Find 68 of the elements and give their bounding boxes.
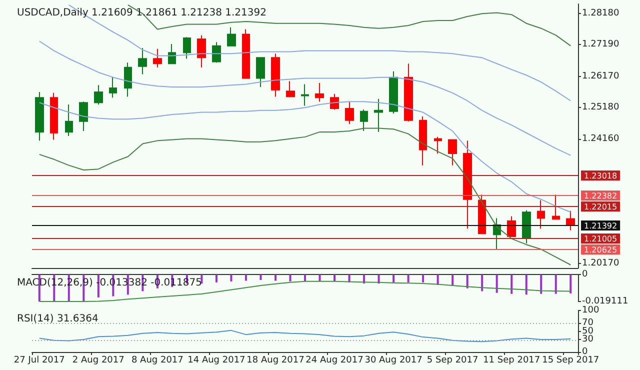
y-tick-label: 30 [582,334,594,345]
ref-line-label: 1.22382 [584,192,618,200]
candlestick [330,93,339,110]
x-tick-label: 24 Aug 2017 [306,356,364,366]
chart-title: RSI(14) 31.6364 [17,314,98,324]
x-tick-label: 18 Aug 2017 [246,356,304,366]
ref-line-label: 1.23018 [584,172,618,180]
candlestick [522,210,531,244]
line-series [38,40,572,156]
x-tick-label: 27 Jul 2017 [14,356,65,366]
y-tick-label: 0 [582,270,588,280]
candlestick [301,84,309,106]
candlestick [374,98,383,132]
x-tick-label: 15 Sep 2017 [542,356,600,366]
line-series [38,101,572,213]
candlestick [124,62,132,98]
x-tick-label: 8 Aug 2017 [131,356,184,366]
candlestick [138,48,147,75]
candlestick [65,104,73,136]
candlestick [448,139,457,166]
y-tick-label: -0.019111 [582,296,628,306]
candlestick [315,82,324,102]
candlestick [35,92,44,142]
candlestick [566,210,575,231]
candlestick [463,140,472,230]
candlestick [109,76,117,98]
x-tick-label: 2 Aug 2017 [72,356,124,366]
line-series [38,330,572,342]
candlestick [50,92,58,140]
candlestick [271,53,280,98]
line-series [38,128,572,266]
y-tick-label: 1.25180 [582,102,620,112]
candlestick [197,34,206,68]
candlestick [94,84,103,105]
candlestick [227,26,236,46]
candlestick [286,80,295,98]
candlestick [153,48,162,68]
candlestick [478,194,486,234]
ref-line-label: 1.20625 [584,246,618,254]
y-tick-label: 1.26170 [582,71,620,82]
y-tick-label: 100 [582,306,600,316]
x-tick-label: 5 Sep 2017 [426,356,478,366]
candlestick [389,70,398,114]
ref-line-label: 1.22015 [584,202,618,212]
y-tick-label: 0 [582,347,588,357]
candlestick [345,101,354,125]
ref-line-label: 1.21005 [584,234,618,244]
candlestick [419,116,427,166]
candlestick [360,108,368,132]
candlestick [168,43,176,64]
x-tick-label: 30 Aug 2017 [364,356,422,366]
y-tick-label: 1.24160 [582,134,620,144]
x-tick-label: 11 Sep 2017 [483,356,540,366]
y-tick-label: 1.27190 [582,40,620,50]
y-tick-label: 1.28180 [582,8,620,19]
candlestick [183,36,191,60]
candlestick [242,28,250,79]
candlestick [537,200,545,230]
y-tick-label: 1.20170 [582,258,620,269]
y-tick-label: 70 [582,318,594,328]
candlestick [256,57,265,88]
x-tick-label: 14 Aug 2017 [188,356,246,366]
ref-line-label: 1.21392 [584,222,618,230]
candlestick [552,194,560,220]
candlestick [404,63,413,122]
candlestick [79,101,88,132]
candlestick [212,42,221,64]
candlestick [434,136,442,154]
